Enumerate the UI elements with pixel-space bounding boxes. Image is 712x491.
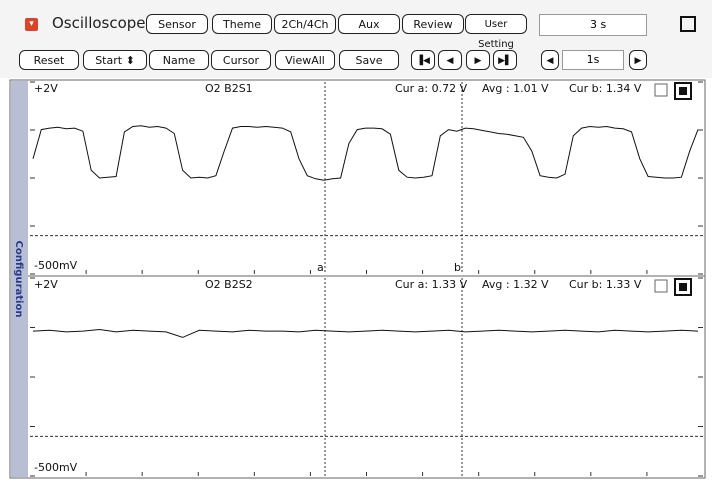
toolbar-button[interactable]: 2Ch/4Ch: [274, 14, 336, 34]
trace: [32, 125, 699, 181]
cursor-b-value: Cur b: 1.34 V: [569, 82, 642, 95]
trace: [32, 328, 699, 338]
checkbox[interactable]: [654, 83, 668, 97]
bottom-label: -500mV: [34, 461, 78, 474]
toolbar-button[interactable]: User Setting: [465, 14, 527, 50]
step-display: 1s: [562, 50, 624, 70]
channel-toggle-fill: [679, 87, 687, 95]
menu-icon[interactable]: ▾: [25, 18, 38, 31]
channel-name: O2 B2S1: [205, 82, 253, 95]
layout-icon[interactable]: [680, 16, 696, 32]
cursor-b-value: Cur b: 1.33 V: [569, 278, 642, 291]
toolbar-button[interactable]: ViewAll: [275, 50, 335, 70]
cursor-label: b: [454, 261, 461, 274]
top-label: +2V: [34, 82, 58, 95]
toolbar-button[interactable]: Reset: [19, 50, 79, 70]
cursor-a-value: Cur a: 0.72 V: [395, 82, 468, 95]
nav-button[interactable]: ▶▌: [493, 50, 517, 70]
side-tab[interactable]: [11, 81, 28, 477]
channel-name: O2 B2S2: [205, 278, 253, 291]
nav-button[interactable]: ▐◀: [411, 50, 435, 70]
average-value: Avg : 1.32 V: [482, 278, 549, 291]
toolbar-button[interactable]: Name: [149, 50, 209, 70]
cursor-a-value: Cur a: 1.33 V: [395, 278, 468, 291]
channel-toggle-fill: [679, 283, 687, 291]
nav-button[interactable]: ◀: [541, 50, 559, 70]
toolbar-button[interactable]: Theme: [212, 14, 272, 34]
cursor-label: a: [317, 261, 324, 274]
toolbar-button[interactable]: Review: [402, 14, 464, 34]
toolbar-button[interactable]: Cursor: [211, 50, 271, 70]
top-label: +2V: [34, 278, 58, 291]
nav-button[interactable]: ◀: [438, 50, 462, 70]
nav-button[interactable]: ▶: [629, 50, 647, 70]
bottom-label: -500mV: [34, 259, 78, 272]
checkbox[interactable]: [654, 279, 668, 293]
toolbar-button[interactable]: Sensor: [146, 14, 208, 34]
toolbar-button[interactable]: Aux: [338, 14, 400, 34]
average-value: Avg : 1.01 V: [482, 82, 549, 95]
time-display: 3 s: [539, 14, 647, 36]
frame: [9, 79, 706, 479]
app-title: Oscilloscope: [52, 14, 146, 32]
toolbar-button[interactable]: Start ⬍: [83, 50, 147, 70]
toolbar-button[interactable]: Save: [339, 50, 399, 70]
nav-button[interactable]: ▶: [466, 50, 490, 70]
side-tab-label[interactable]: Configuration: [13, 241, 24, 318]
